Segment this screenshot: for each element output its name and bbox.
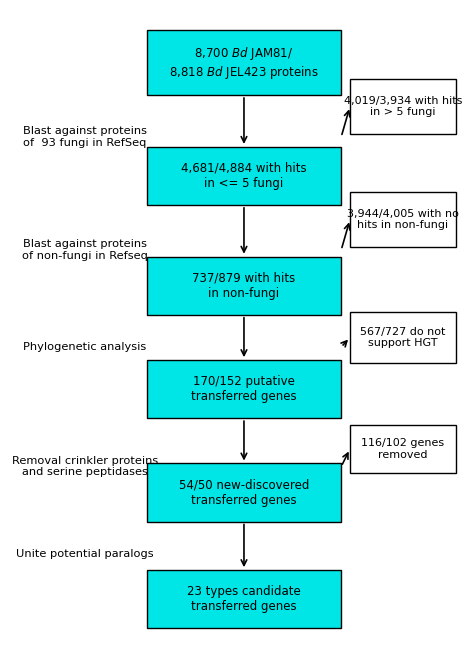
Text: 737/879 with hits
in non-fungi: 737/879 with hits in non-fungi — [192, 272, 296, 300]
FancyBboxPatch shape — [147, 31, 341, 95]
Text: Removal crinkler proteins
and serine peptidases: Removal crinkler proteins and serine pep… — [12, 456, 158, 478]
Text: 567/727 do not
support HGT: 567/727 do not support HGT — [360, 326, 446, 349]
FancyBboxPatch shape — [350, 424, 456, 473]
Text: Blast against proteins
of non-fungi in Refseq: Blast against proteins of non-fungi in R… — [22, 239, 148, 261]
FancyBboxPatch shape — [350, 192, 456, 247]
Text: 54/50 new-discovered
transferred genes: 54/50 new-discovered transferred genes — [179, 478, 309, 506]
FancyBboxPatch shape — [350, 79, 456, 134]
FancyBboxPatch shape — [147, 360, 341, 418]
FancyBboxPatch shape — [147, 256, 341, 315]
Text: Blast against proteins
of  93 fungi in RefSeq: Blast against proteins of 93 fungi in Re… — [23, 127, 147, 148]
Text: 170/152 putative
transferred genes: 170/152 putative transferred genes — [191, 375, 297, 403]
FancyBboxPatch shape — [147, 147, 341, 205]
FancyBboxPatch shape — [350, 312, 456, 363]
Text: 116/102 genes
removed: 116/102 genes removed — [362, 438, 445, 459]
Text: 4,681/4,884 with hits
in <= 5 fungi: 4,681/4,884 with hits in <= 5 fungi — [181, 162, 307, 190]
FancyBboxPatch shape — [147, 463, 341, 522]
FancyBboxPatch shape — [147, 570, 341, 628]
Text: 8,700 $\mathit{Bd}$ JAM81/
8,818 $\mathit{Bd}$ JEL423 proteins: 8,700 $\mathit{Bd}$ JAM81/ 8,818 $\mathi… — [169, 45, 319, 81]
Text: 23 types candidate
transferred genes: 23 types candidate transferred genes — [187, 585, 301, 613]
Text: Phylogenetic analysis: Phylogenetic analysis — [23, 342, 146, 352]
Text: 3,944/4,005 with no
hits in non-fungi: 3,944/4,005 with no hits in non-fungi — [347, 209, 459, 230]
Text: Unite potential paralogs: Unite potential paralogs — [16, 549, 154, 559]
Text: 4,019/3,934 with hits
in > 5 fungi: 4,019/3,934 with hits in > 5 fungi — [344, 95, 462, 117]
